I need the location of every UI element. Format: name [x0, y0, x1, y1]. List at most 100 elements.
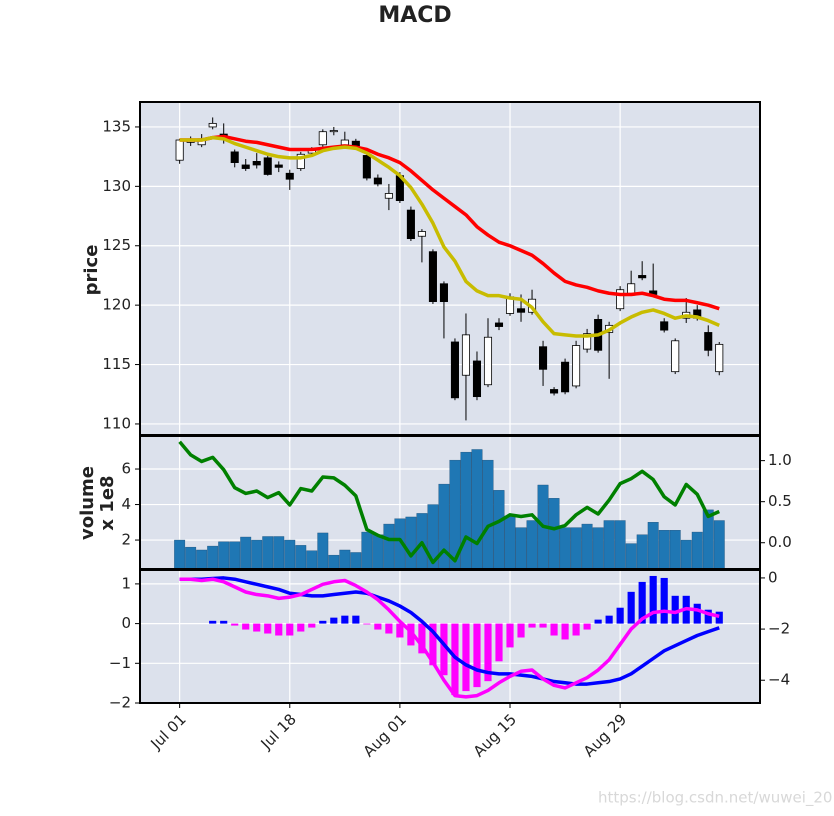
bar — [605, 615, 613, 624]
bar — [264, 623, 272, 634]
bar — [242, 623, 250, 630]
y2-tick-label: 1.0 — [768, 451, 792, 469]
bar — [526, 520, 538, 570]
bar — [691, 531, 703, 570]
bar — [649, 575, 657, 624]
bar — [262, 536, 274, 570]
plot-frame — [139, 569, 761, 704]
bar — [231, 623, 239, 626]
bar — [185, 546, 197, 570]
bar — [319, 620, 327, 624]
bar — [209, 620, 217, 624]
bar — [517, 623, 525, 638]
candle-body — [671, 340, 680, 373]
candle-body — [285, 172, 294, 180]
bar — [660, 577, 668, 624]
bar — [680, 539, 692, 570]
candle-body — [428, 251, 437, 302]
bar — [352, 615, 360, 624]
bar — [473, 623, 481, 688]
bar — [374, 623, 382, 630]
line — [179, 135, 720, 338]
candle-body — [318, 131, 327, 146]
bar — [284, 539, 296, 570]
bar — [636, 534, 648, 570]
candle-body — [208, 122, 217, 128]
bar — [693, 603, 701, 624]
bar — [625, 543, 637, 570]
x-tick-label: Aug 29 — [580, 710, 630, 760]
bar — [572, 623, 580, 636]
y2-tick-label: −2 — [768, 620, 790, 638]
bar — [504, 515, 516, 570]
chart-title: MACD — [378, 3, 451, 28]
x-tick-label: Aug 01 — [360, 710, 410, 760]
bar — [361, 531, 373, 570]
y-tick-label: 6 — [121, 460, 131, 478]
y-tick-label: −2 — [109, 694, 131, 712]
candle-body — [483, 336, 493, 386]
candle-body — [241, 164, 250, 169]
y2-tick-label: 0.0 — [768, 533, 792, 551]
candle-body — [704, 332, 713, 351]
candle-body — [572, 345, 581, 387]
bar — [658, 530, 670, 570]
y2-tick-label: 0.5 — [768, 492, 792, 510]
bar — [561, 623, 569, 640]
candle-body — [715, 343, 724, 373]
bar — [273, 536, 285, 570]
y-tick-label: 125 — [102, 236, 131, 254]
candle-body — [263, 157, 272, 175]
bar — [495, 623, 503, 662]
bar — [515, 527, 527, 570]
bar — [297, 623, 305, 632]
bar — [253, 623, 261, 632]
candle-body — [660, 321, 669, 331]
bar — [240, 536, 252, 570]
bar — [715, 611, 723, 624]
candle-body — [616, 289, 625, 310]
y-tick-label: 130 — [102, 177, 131, 195]
bar — [713, 520, 725, 570]
bar — [671, 595, 679, 624]
plot-background — [140, 102, 760, 435]
bar — [581, 523, 593, 570]
bar — [462, 623, 470, 692]
bar — [594, 619, 602, 624]
bar — [429, 623, 437, 666]
line — [178, 440, 720, 565]
bar — [383, 523, 395, 570]
candle-body — [450, 341, 459, 399]
bar — [372, 534, 384, 570]
candle-body — [494, 322, 504, 327]
bar — [702, 509, 714, 570]
bar — [207, 545, 219, 570]
y-tick-label: 4 — [121, 495, 131, 513]
bar — [229, 541, 241, 570]
bar — [471, 449, 483, 570]
watermark: https://blog.csdn.net/wuwei_201 — [598, 789, 834, 808]
bar — [306, 550, 318, 570]
line — [179, 577, 720, 699]
x-tick-label: Jul 01 — [147, 710, 190, 753]
y-axis-scale-label: x 1e8 — [97, 475, 118, 530]
bar — [548, 498, 560, 570]
y-tick-label: 135 — [102, 117, 131, 135]
candle-body — [417, 231, 426, 237]
bar — [196, 549, 208, 570]
y-tick-label: 0 — [121, 614, 131, 632]
line — [179, 134, 720, 311]
bar — [460, 451, 472, 570]
y-tick-label: 115 — [102, 355, 131, 373]
candle-body — [373, 177, 382, 185]
candle-body — [461, 334, 471, 376]
bar — [317, 532, 329, 570]
bar — [638, 581, 646, 624]
y-tick-label: 110 — [102, 414, 131, 432]
bar — [493, 490, 505, 570]
bar — [484, 623, 492, 682]
bar — [627, 591, 635, 624]
y2-tick-label: −4 — [768, 671, 790, 689]
bar — [308, 623, 316, 628]
bar — [286, 623, 294, 636]
